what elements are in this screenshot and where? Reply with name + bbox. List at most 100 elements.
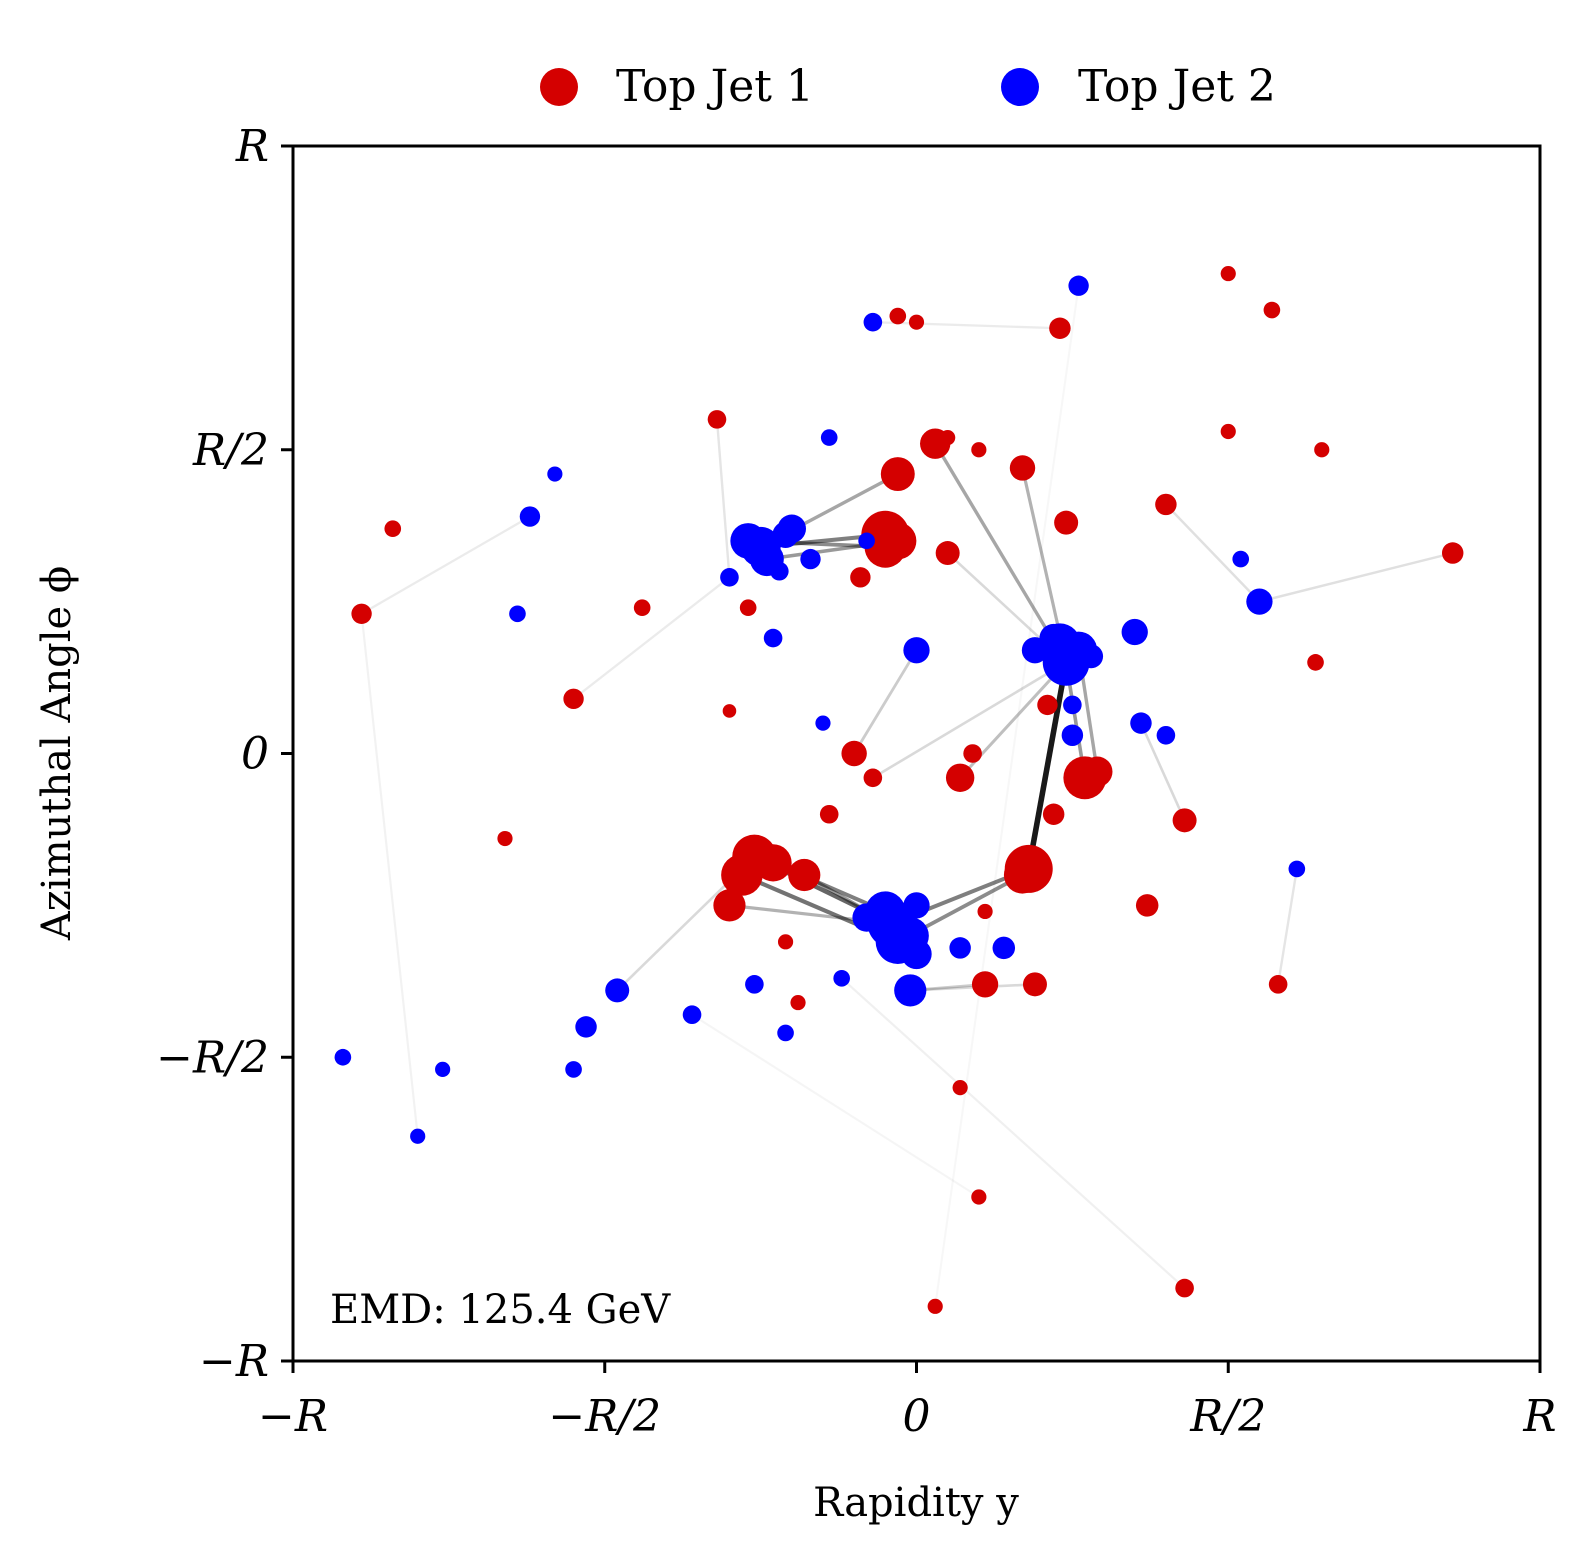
flow-line — [1025, 661, 1069, 870]
jet2-particle — [1232, 550, 1250, 568]
jet1-particle — [713, 889, 746, 922]
jet1-particle — [879, 522, 917, 560]
jet1-particle — [940, 430, 956, 446]
x-axis-label: Rapidity y — [813, 1480, 1019, 1526]
jet1-particle — [977, 903, 993, 920]
jet2-particle — [903, 637, 930, 664]
jet1-particle — [850, 567, 871, 588]
jet1-particle — [863, 768, 883, 788]
legend: Top Jet 1 Top Jet 2 — [540, 61, 1276, 112]
particle-points — [334, 265, 1464, 1314]
jet1-particle — [945, 763, 975, 792]
jet2-particle — [410, 1128, 426, 1144]
jet2-particle — [721, 569, 738, 585]
y-axis-label: Azimuthal Angle ϕ — [34, 566, 80, 941]
jet1-particle — [384, 520, 402, 538]
jet2-particle — [1246, 588, 1273, 615]
jet1-particle — [1263, 301, 1281, 319]
flow-line — [691, 1013, 980, 1198]
legend-marker-jet1 — [540, 68, 578, 106]
jet2-particle — [682, 1005, 702, 1025]
jet1-particle — [790, 994, 806, 1011]
jet1-particle — [1042, 803, 1065, 825]
jet2-particle — [800, 548, 821, 570]
jet1-particle — [1003, 856, 1042, 894]
jet1-particle — [739, 599, 757, 617]
flow-line — [935, 286, 1078, 1307]
legend-label-jet1: Top Jet 1 — [616, 61, 814, 112]
jet1-particle — [754, 844, 792, 882]
jet1-particle — [777, 934, 794, 950]
jet2-particle — [777, 514, 806, 543]
jet1-particle — [1175, 1278, 1194, 1298]
jet2-particle — [770, 561, 789, 581]
jet2-particle — [820, 429, 838, 446]
jet2-particle — [833, 969, 850, 987]
y-tick-label: −R/2 — [156, 1032, 269, 1083]
jet1-particle — [952, 1080, 968, 1096]
jet1-particle — [971, 442, 987, 458]
jet2-particle — [949, 937, 971, 959]
flow-line — [872, 321, 1060, 330]
flow-line — [1139, 722, 1186, 821]
y-axis-ticks: −R −R/2 0 R/2 R — [156, 121, 293, 1387]
jet1-particle — [1037, 694, 1058, 716]
jet1-particle — [1220, 423, 1236, 440]
jet2-particle — [894, 974, 927, 1007]
jet1-particle — [721, 854, 763, 896]
jet1-particle — [841, 740, 867, 767]
x-tick-label: 0 — [903, 1391, 931, 1442]
flow-line — [572, 576, 731, 700]
jet2-particle — [519, 506, 541, 527]
jet1-particle — [971, 971, 999, 998]
flow-line — [1276, 868, 1299, 985]
jet1-particle — [1155, 493, 1177, 516]
jet1-particle — [722, 704, 737, 718]
jet2-particle — [745, 975, 764, 994]
jet1-particle — [1135, 894, 1159, 917]
jet2-particle — [1079, 644, 1104, 669]
jet2-particle — [435, 1061, 451, 1077]
y-tick-label: R — [235, 121, 269, 172]
jet2-particle — [509, 605, 526, 623]
flow-line — [852, 649, 918, 755]
jet1-particle — [1172, 808, 1197, 833]
jet2-particle — [565, 1061, 582, 1078]
jet2-particle — [1130, 712, 1152, 734]
jet1-particle — [707, 410, 727, 429]
jet2-particle — [852, 903, 881, 932]
y-tick-label: 0 — [241, 729, 269, 780]
y-tick-label: −R — [199, 1336, 269, 1387]
jet2-particle — [575, 1016, 597, 1038]
jet2-particle — [858, 532, 875, 550]
jet1-particle — [1009, 455, 1036, 481]
jet1-particle — [788, 858, 821, 892]
x-axis-ticks: −R −R/2 0 R/2 R — [258, 1361, 1557, 1442]
jet2-particle — [1061, 724, 1084, 747]
jet2-particle — [901, 938, 932, 970]
flow-line — [361, 515, 531, 615]
jet1-particle — [1220, 265, 1236, 282]
jet1-particle — [908, 314, 925, 330]
jet2-particle — [605, 978, 630, 1003]
jet1-particle — [1268, 975, 1288, 994]
emd-annotation: EMD: 125.4 GeV — [330, 1287, 671, 1333]
jet1-particle — [1049, 317, 1071, 339]
jet2-particle — [547, 466, 563, 482]
jet2-particle — [763, 628, 783, 648]
legend-label-jet2: Top Jet 2 — [1078, 61, 1276, 112]
jet2-particle — [815, 715, 831, 731]
flow-line — [715, 419, 731, 578]
x-tick-label: −R/2 — [548, 1391, 661, 1442]
x-tick-label: R/2 — [1189, 1391, 1266, 1442]
jet1-particle — [963, 744, 982, 763]
jet2-particle — [992, 936, 1016, 960]
jet2-particle — [777, 1024, 794, 1042]
flow-line — [1165, 503, 1261, 603]
x-tick-label: R — [1522, 1391, 1556, 1442]
jet2-particle — [1039, 623, 1068, 653]
jet2-particle — [903, 892, 930, 919]
x-tick-label: −R — [258, 1391, 328, 1442]
jet1-particle — [971, 1189, 987, 1205]
